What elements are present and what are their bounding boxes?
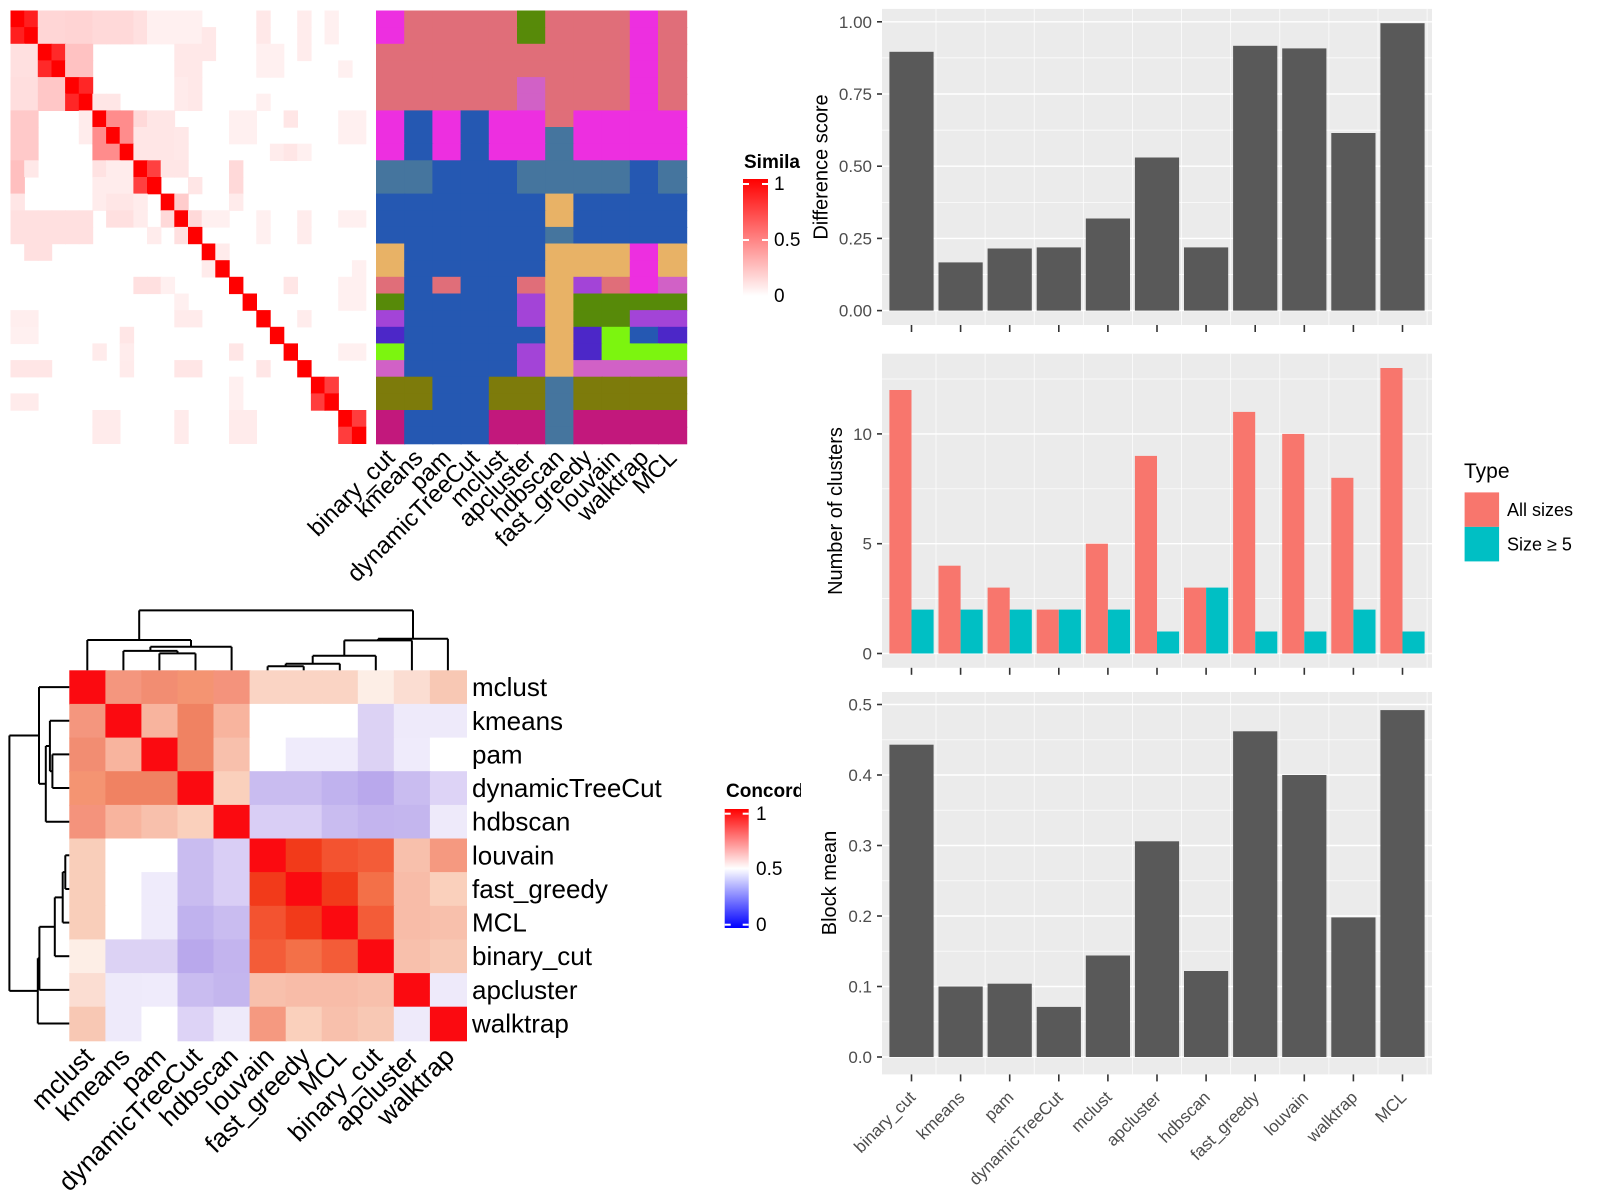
svg-text:0.50: 0.50 <box>839 157 872 176</box>
svg-text:hdbscan: hdbscan <box>472 807 570 837</box>
svg-text:Type: Type <box>1464 460 1510 483</box>
svg-text:0: 0 <box>774 286 785 307</box>
svg-text:louvain: louvain <box>472 840 554 870</box>
svg-text:kmeans: kmeans <box>472 706 563 736</box>
svg-text:apcluster: apcluster <box>472 975 578 1005</box>
svg-text:0.5: 0.5 <box>774 230 800 251</box>
svg-text:Difference score: Difference score <box>811 94 833 239</box>
svg-text:0.4: 0.4 <box>848 766 872 785</box>
svg-text:binary_cut: binary_cut <box>472 941 593 971</box>
svg-text:Block mean: Block mean <box>819 831 841 936</box>
svg-text:10: 10 <box>853 425 872 444</box>
svg-text:walktrap: walktrap <box>471 1009 569 1039</box>
svg-text:0.2: 0.2 <box>848 907 872 926</box>
svg-text:0.75: 0.75 <box>839 85 872 104</box>
svg-text:Concordance: Concordance <box>726 781 847 802</box>
svg-text:0.3: 0.3 <box>848 837 872 856</box>
svg-text:Similarity: Similarity <box>744 152 830 173</box>
svg-text:0.00: 0.00 <box>839 302 872 321</box>
svg-text:MCL: MCL <box>472 908 527 938</box>
svg-text:All sizes: All sizes <box>1507 500 1573 520</box>
svg-text:Size ≥ 5: Size ≥ 5 <box>1507 535 1572 555</box>
svg-text:0: 0 <box>863 645 872 664</box>
svg-text:fast_greedy: fast_greedy <box>472 874 608 904</box>
svg-text:5: 5 <box>863 535 872 554</box>
svg-text:Number of clusters: Number of clusters <box>825 427 847 595</box>
svg-text:0.1: 0.1 <box>848 978 872 997</box>
svg-text:0: 0 <box>756 915 767 936</box>
svg-text:pam: pam <box>472 739 523 769</box>
svg-text:0.5: 0.5 <box>848 696 872 715</box>
svg-text:1.00: 1.00 <box>839 13 872 32</box>
svg-text:1: 1 <box>756 804 767 825</box>
svg-text:1: 1 <box>774 174 785 195</box>
svg-text:0.5: 0.5 <box>756 859 782 880</box>
svg-text:mclust: mclust <box>472 672 548 702</box>
svg-text:0.25: 0.25 <box>839 229 872 248</box>
svg-text:0.0: 0.0 <box>848 1048 872 1067</box>
svg-text:dynamicTreeCut: dynamicTreeCut <box>472 773 663 803</box>
